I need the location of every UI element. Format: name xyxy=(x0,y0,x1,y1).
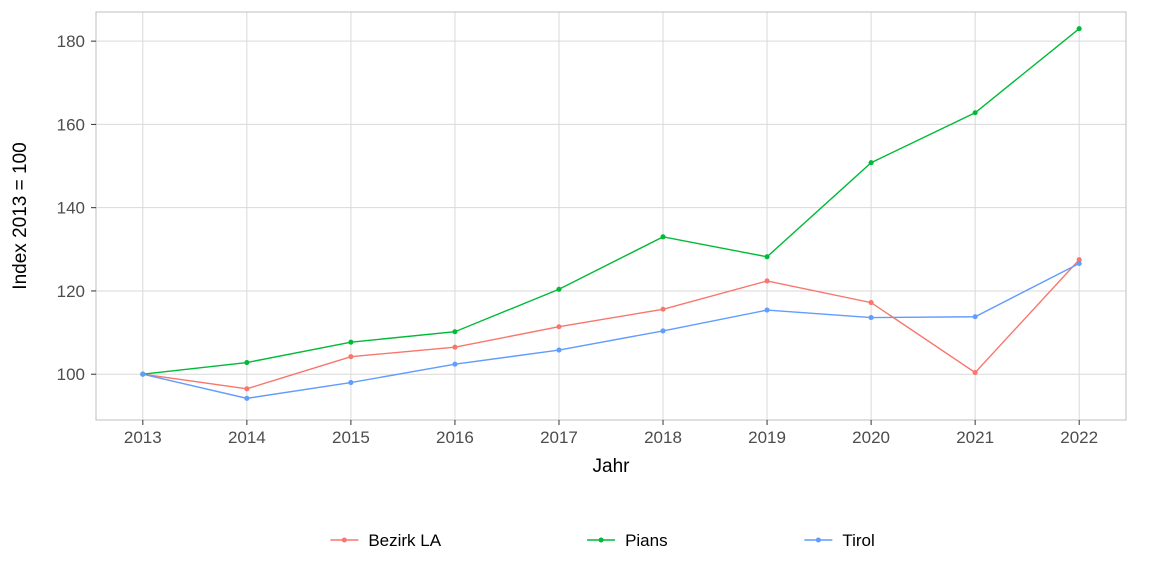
x-tick-label: 2018 xyxy=(644,428,682,447)
legend-label: Pians xyxy=(625,531,668,550)
series-point xyxy=(973,110,978,115)
series-point xyxy=(244,396,249,401)
y-tick-label: 180 xyxy=(57,32,85,51)
series-point xyxy=(348,380,353,385)
series-point xyxy=(348,354,353,359)
series-point xyxy=(452,329,457,334)
series-point xyxy=(1077,261,1082,266)
y-tick-label: 140 xyxy=(57,199,85,218)
series-point xyxy=(660,328,665,333)
series-point xyxy=(660,234,665,239)
x-tick-label: 2019 xyxy=(748,428,786,447)
legend-label: Tirol xyxy=(842,531,874,550)
series-point xyxy=(556,348,561,353)
series-point xyxy=(452,345,457,350)
x-tick-label: 2020 xyxy=(852,428,890,447)
y-axis-title: Index 2013 = 100 xyxy=(10,142,31,289)
series-point xyxy=(869,315,874,320)
series-point xyxy=(1077,26,1082,31)
x-tick-label: 2013 xyxy=(124,428,162,447)
y-tick-label: 120 xyxy=(57,282,85,301)
x-tick-label: 2022 xyxy=(1060,428,1098,447)
y-tick-label: 160 xyxy=(57,115,85,134)
x-tick-label: 2016 xyxy=(436,428,474,447)
series-point xyxy=(765,278,770,283)
series-point xyxy=(140,372,145,377)
series-point xyxy=(973,314,978,319)
series-point xyxy=(869,300,874,305)
series-point xyxy=(556,287,561,292)
series-point xyxy=(348,340,353,345)
legend-label: Bezirk LA xyxy=(368,531,441,550)
series-point xyxy=(765,254,770,259)
series-point xyxy=(556,324,561,329)
series-point xyxy=(452,362,457,367)
chart-container: 2013 2014 2015 2016 2017 2018 2019 2020 2021 2022… xyxy=(0,0,1152,576)
x-tick-label: 2014 xyxy=(228,428,266,447)
x-axis-title: Jahr xyxy=(593,456,631,477)
x-tick-label: 2021 xyxy=(956,428,994,447)
y-tick-label: 100 xyxy=(57,365,85,384)
series-point xyxy=(869,160,874,165)
x-tick-label: 2015 xyxy=(332,428,370,447)
series-point xyxy=(244,360,249,365)
series-point xyxy=(660,307,665,312)
series-point xyxy=(244,386,249,391)
series-point xyxy=(973,370,978,375)
x-tick-label: 2017 xyxy=(540,428,578,447)
series-point xyxy=(765,308,770,313)
